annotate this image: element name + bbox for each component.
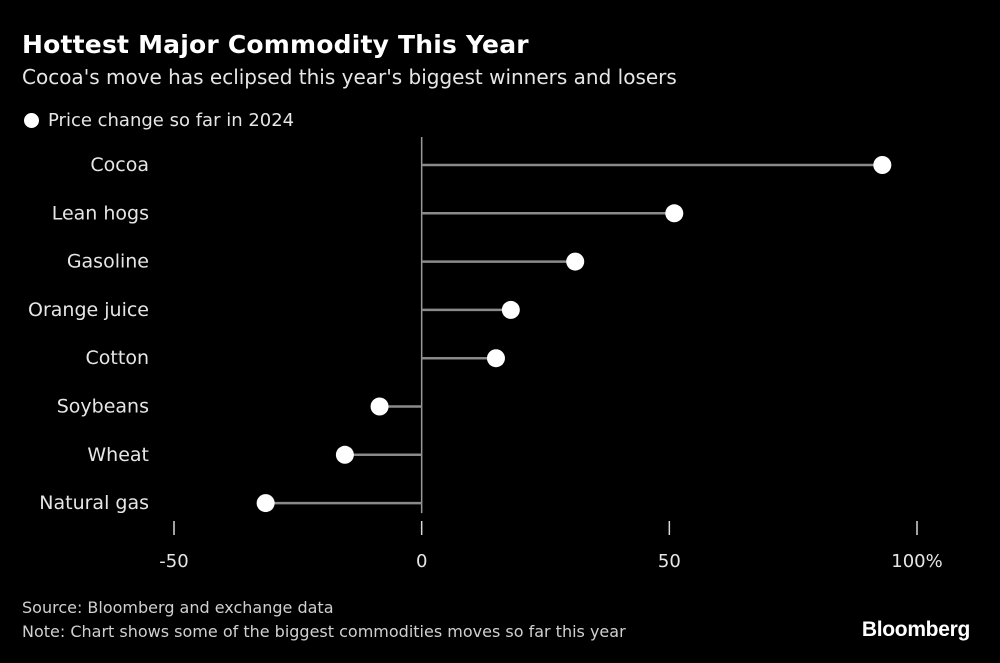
x-tick-label: -50 bbox=[159, 551, 188, 572]
data-point bbox=[256, 494, 275, 513]
data-point bbox=[486, 349, 505, 368]
chart-title: Hottest Major Commodity This Year bbox=[22, 30, 529, 59]
data-point bbox=[665, 204, 684, 223]
legend-marker bbox=[24, 113, 39, 128]
category-label: Wheat bbox=[87, 444, 149, 466]
legend: Price change so far in 2024 bbox=[24, 110, 294, 131]
category-label: Cocoa bbox=[90, 154, 149, 176]
data-point bbox=[370, 397, 389, 416]
chart-subtitle: Cocoa's move has eclipsed this year's bi… bbox=[22, 65, 677, 89]
data-point bbox=[501, 300, 520, 319]
category-label: Orange juice bbox=[28, 299, 149, 321]
legend-label: Price change so far in 2024 bbox=[48, 110, 295, 131]
category-label: Lean hogs bbox=[52, 202, 149, 224]
bloomberg-logo: Bloomberg bbox=[861, 618, 970, 641]
x-tick-label: 100% bbox=[891, 551, 942, 572]
category-label: Gasoline bbox=[67, 251, 149, 273]
data-point bbox=[566, 252, 585, 271]
source-note: Source: Bloomberg and exchange data bbox=[22, 598, 334, 617]
category-label: Soybeans bbox=[57, 396, 149, 418]
chart-note: Note: Chart shows some of the biggest co… bbox=[22, 622, 626, 641]
category-label: Natural gas bbox=[39, 492, 149, 514]
data-point bbox=[335, 445, 354, 464]
data-point bbox=[873, 156, 892, 174]
x-tick-label: 50 bbox=[658, 551, 681, 572]
category-label: Cotton bbox=[86, 347, 149, 369]
x-tick-label: 0 bbox=[416, 551, 427, 572]
